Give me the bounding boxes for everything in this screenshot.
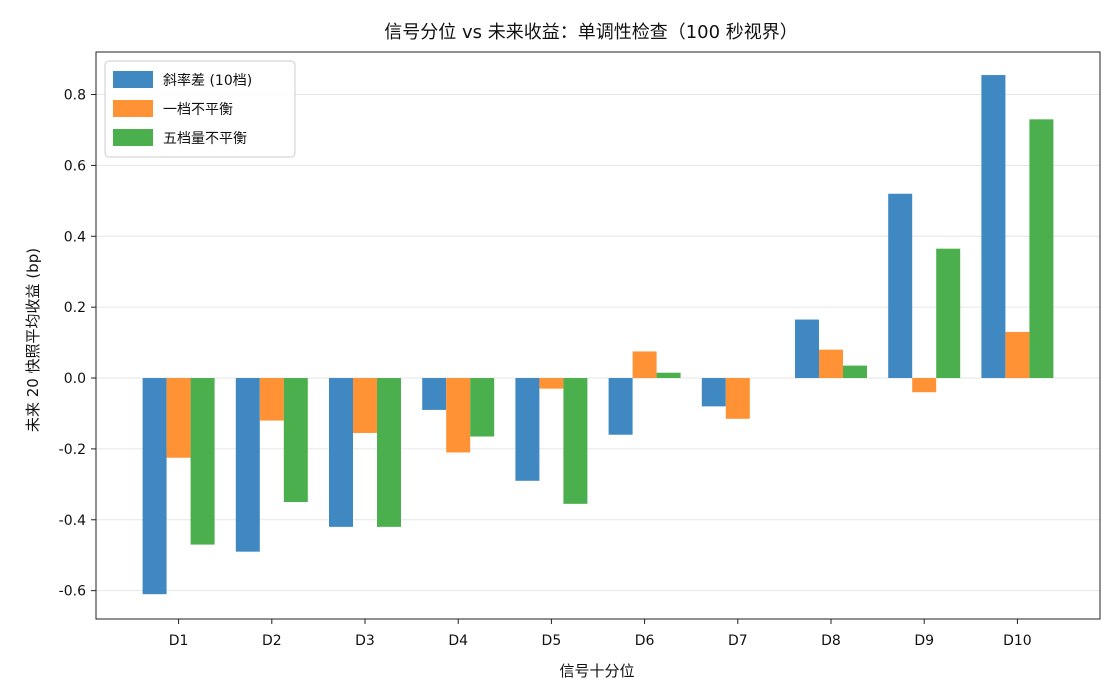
x-tick-label: D6: [635, 633, 655, 649]
x-tick-label: D4: [448, 633, 468, 649]
bar: [1029, 119, 1054, 379]
y-tick-label: 0.8: [64, 88, 86, 104]
chart-title: 信号分位 vs 未来收益：单调性检查（100 秒视界）: [384, 22, 798, 43]
y-tick-label: -0.6: [59, 584, 86, 600]
axes: -0.6 -0.4 -0.2 0.0 0.2 0.4 0.6 0.8 D1 D2 D3 D4 D5 D6 D…: [59, 51, 1101, 649]
bar: [190, 378, 215, 545]
x-tick-label: D10: [1003, 633, 1032, 649]
legend-swatch: [113, 129, 153, 146]
y-tick-label: 0.4: [64, 229, 86, 245]
x-tick-label: D3: [355, 633, 375, 649]
bars: [142, 75, 1054, 595]
bar: [843, 365, 867, 379]
bar: [283, 378, 308, 503]
bar: [563, 378, 588, 504]
x-tick-label: D9: [914, 633, 934, 649]
y-tick-label: 0.0: [64, 371, 86, 387]
bar: [981, 75, 1006, 379]
bar: [422, 378, 447, 410]
bar: [912, 378, 937, 393]
x-tick-label: D5: [542, 633, 562, 649]
legend-swatch: [113, 71, 153, 88]
bar: [1005, 331, 1030, 379]
y-tick-label: 0.6: [64, 158, 86, 174]
bar: [142, 378, 167, 595]
legend-label: 一档不平衡: [163, 102, 233, 118]
y-tick-label: -0.4: [59, 513, 86, 529]
bar: [446, 378, 471, 453]
bar: [819, 349, 843, 379]
bar: [235, 378, 260, 552]
bar: [795, 319, 819, 379]
x-tick-label: D7: [728, 633, 748, 649]
x-axis-label: 信号十分位: [559, 662, 634, 680]
bar: [515, 378, 540, 481]
bar: [470, 378, 495, 437]
bar: [377, 378, 401, 527]
bar: [329, 378, 353, 527]
plot-frame: [95, 51, 1101, 620]
x-tick-label: D2: [262, 633, 282, 649]
bar: [539, 378, 564, 389]
bar: [936, 248, 961, 379]
bar: [259, 378, 284, 421]
y-tick-label: 0.2: [64, 300, 86, 316]
legend-label: 斜率差 (10档): [163, 72, 252, 89]
x-tick-label: D8: [821, 633, 841, 649]
bar: [725, 378, 750, 419]
bar: [166, 378, 191, 458]
y-tick-label: -0.2: [59, 442, 86, 458]
bar: [632, 351, 657, 379]
bar: [701, 378, 726, 407]
bar: [656, 372, 681, 379]
y-axis-label: 未来 20 快照平均收益 (bp): [24, 248, 42, 432]
x-tick-label: D1: [169, 633, 189, 649]
bar: [888, 193, 913, 379]
legend-swatch: [113, 100, 153, 117]
bar: [353, 378, 377, 433]
bar: [608, 378, 633, 435]
legend-label: 五档量不平衡: [163, 131, 247, 147]
